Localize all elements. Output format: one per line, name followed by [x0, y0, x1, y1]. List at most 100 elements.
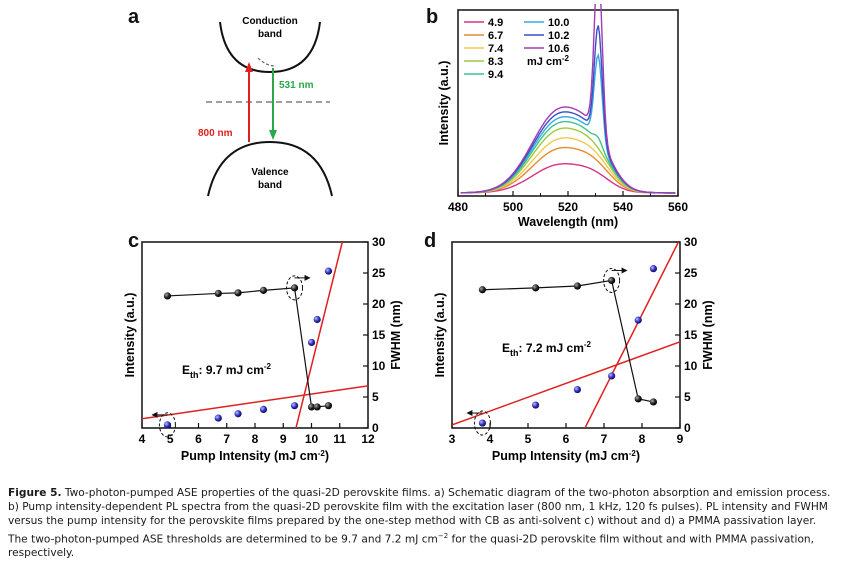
fwhm-point — [290, 284, 299, 292]
legend-label: 10.0 — [548, 17, 569, 29]
threshold-label-value: : 7.2 mJ cm — [519, 341, 584, 355]
x-tick-label: 7 — [223, 432, 230, 446]
y2-axis-label: FWHM (nm) — [701, 300, 715, 369]
x-tick-label: 480 — [448, 200, 468, 214]
threshold-chart-d: 3 4 5 6 7 8 90 5 10 15 20 25 30 Pump Intensity (mJ cm… — [433, 235, 715, 463]
y2-tick-label: 10 — [372, 359, 386, 373]
fwhm-point — [163, 292, 172, 300]
y2-tick-label: 5 — [684, 390, 691, 404]
intensity-axis-ellipse — [158, 412, 176, 438]
x-axis-label-end: ) — [325, 449, 329, 463]
threshold-fit-line — [584, 242, 680, 428]
left-axis-arrowhead — [466, 410, 473, 417]
fwhm-point — [324, 402, 333, 410]
y2-tick-label: 25 — [684, 266, 698, 280]
y2-axis-label: FWHM (nm) — [389, 300, 403, 369]
x-axis-label-sup: -2 — [318, 449, 326, 458]
x-tick-label: 500 — [503, 200, 523, 214]
threshold-label-sub: th — [510, 348, 519, 358]
fit-lines — [452, 242, 680, 428]
fwhm-axis-ellipse — [286, 275, 304, 301]
y-axis-label: Intensity (a.u.) — [123, 293, 137, 378]
panel-a-letter: a — [128, 6, 140, 28]
relaxation-path — [257, 57, 277, 67]
intensity-point — [573, 385, 581, 394]
legend-label: 9.4 — [488, 69, 504, 81]
intensity-point — [307, 338, 316, 347]
threshold-label-value: : 9.7 mJ cm — [199, 363, 264, 377]
x-tick-label: 540 — [613, 200, 633, 214]
legend-label: 6.7 — [488, 30, 503, 42]
fwhm-point — [214, 289, 222, 298]
intensity-point — [313, 315, 321, 324]
caption-sup: −2 — [437, 531, 449, 540]
panel-c-letter: c — [128, 230, 140, 252]
fwhm-point — [307, 403, 316, 411]
right-axis-arrowhead — [304, 274, 311, 281]
x-axis-label-end: ) — [636, 449, 640, 463]
intensity-point — [259, 405, 268, 413]
legend-unit-label: mJ cm-2 — [527, 54, 570, 68]
x-tick-label: 7 — [601, 432, 608, 446]
x-tick-label: 560 — [668, 200, 688, 214]
y2-tick-label: 20 — [372, 297, 386, 311]
fwhm-point — [634, 395, 642, 403]
legend-label: 4.9 — [488, 17, 503, 29]
y2-tick-label: 20 — [684, 297, 698, 311]
threshold-label-sup: -2 — [584, 340, 592, 349]
threshold-fit-line — [452, 341, 680, 426]
fwhm-connector — [167, 287, 329, 408]
fwhm-point — [573, 282, 581, 290]
intensity-point — [290, 402, 299, 410]
x-tick-label: 5 — [525, 432, 532, 446]
fwhm-point — [234, 289, 242, 297]
legend-unit-sup: -2 — [562, 54, 570, 63]
caption-text-end: for the quasi-2D perovskite film without… — [8, 533, 815, 560]
y2-tick-label: 30 — [684, 235, 698, 249]
y-axis-label: Intensity (a.u.) — [437, 61, 451, 146]
pl-spectra-chart: 480 500 520 540 560 Wavelength (nm) Intensity … — [437, 4, 688, 229]
x-tick-label: 9 — [677, 432, 684, 446]
x-tick-label: 3 — [449, 432, 456, 446]
legend-label: 10.2 — [548, 30, 569, 42]
fwhm-axis-ellipse — [603, 267, 621, 293]
fwhm-point — [478, 286, 486, 294]
y-axis-label: Intensity (a.u.) — [433, 293, 447, 378]
y2-tick-label: 0 — [372, 421, 379, 435]
x-tick-label: 4 — [139, 432, 146, 446]
legend-label: 8.3 — [488, 56, 503, 68]
spectrum-line-6.7 — [460, 146, 676, 194]
x-tick-label: 6 — [563, 432, 570, 446]
x-axis-label: Wavelength (nm) — [518, 215, 618, 229]
x-axis-label-sup: -2 — [629, 449, 637, 458]
intensity-point — [163, 421, 172, 429]
x-tick-label: 12 — [361, 432, 375, 446]
valence-label-2: band — [258, 180, 282, 191]
right-axis-arrowhead — [621, 267, 628, 274]
intensity-point — [608, 372, 616, 380]
x-tick-label: 4 — [487, 432, 494, 446]
fwhm-point — [313, 403, 321, 411]
x-tick-label: 10 — [305, 432, 319, 446]
figure-caption: Figure 5. Two-photon-pumped ASE properti… — [8, 486, 834, 561]
x-tick-label: 9 — [280, 432, 287, 446]
x-tick-label: 6 — [195, 432, 202, 446]
emission-arrowhead — [269, 130, 277, 140]
x-tick-label: 5 — [167, 432, 174, 446]
left-axis-arrowhead — [151, 411, 158, 418]
spectrum-line-10.6 — [460, 4, 676, 194]
y2-tick-label: 30 — [372, 235, 386, 249]
x-tick-label: 8 — [639, 432, 646, 446]
panel-d-letter: d — [424, 230, 437, 252]
valence-band-curve — [207, 140, 333, 197]
x-tick-label: 8 — [252, 432, 259, 446]
conduction-label-2: band — [258, 29, 282, 40]
excitation-arrowhead — [245, 62, 253, 72]
y2-tick-label: 5 — [372, 390, 379, 404]
threshold-label-sub: th — [190, 370, 199, 380]
emission-label: 531 nm — [279, 80, 314, 91]
y2-tick-label: 15 — [372, 328, 386, 342]
intensity-point — [234, 410, 242, 418]
y2-tick-label: 10 — [684, 359, 698, 373]
x-axis-label: Pump Intensity (mJ cm-2) — [181, 449, 329, 463]
